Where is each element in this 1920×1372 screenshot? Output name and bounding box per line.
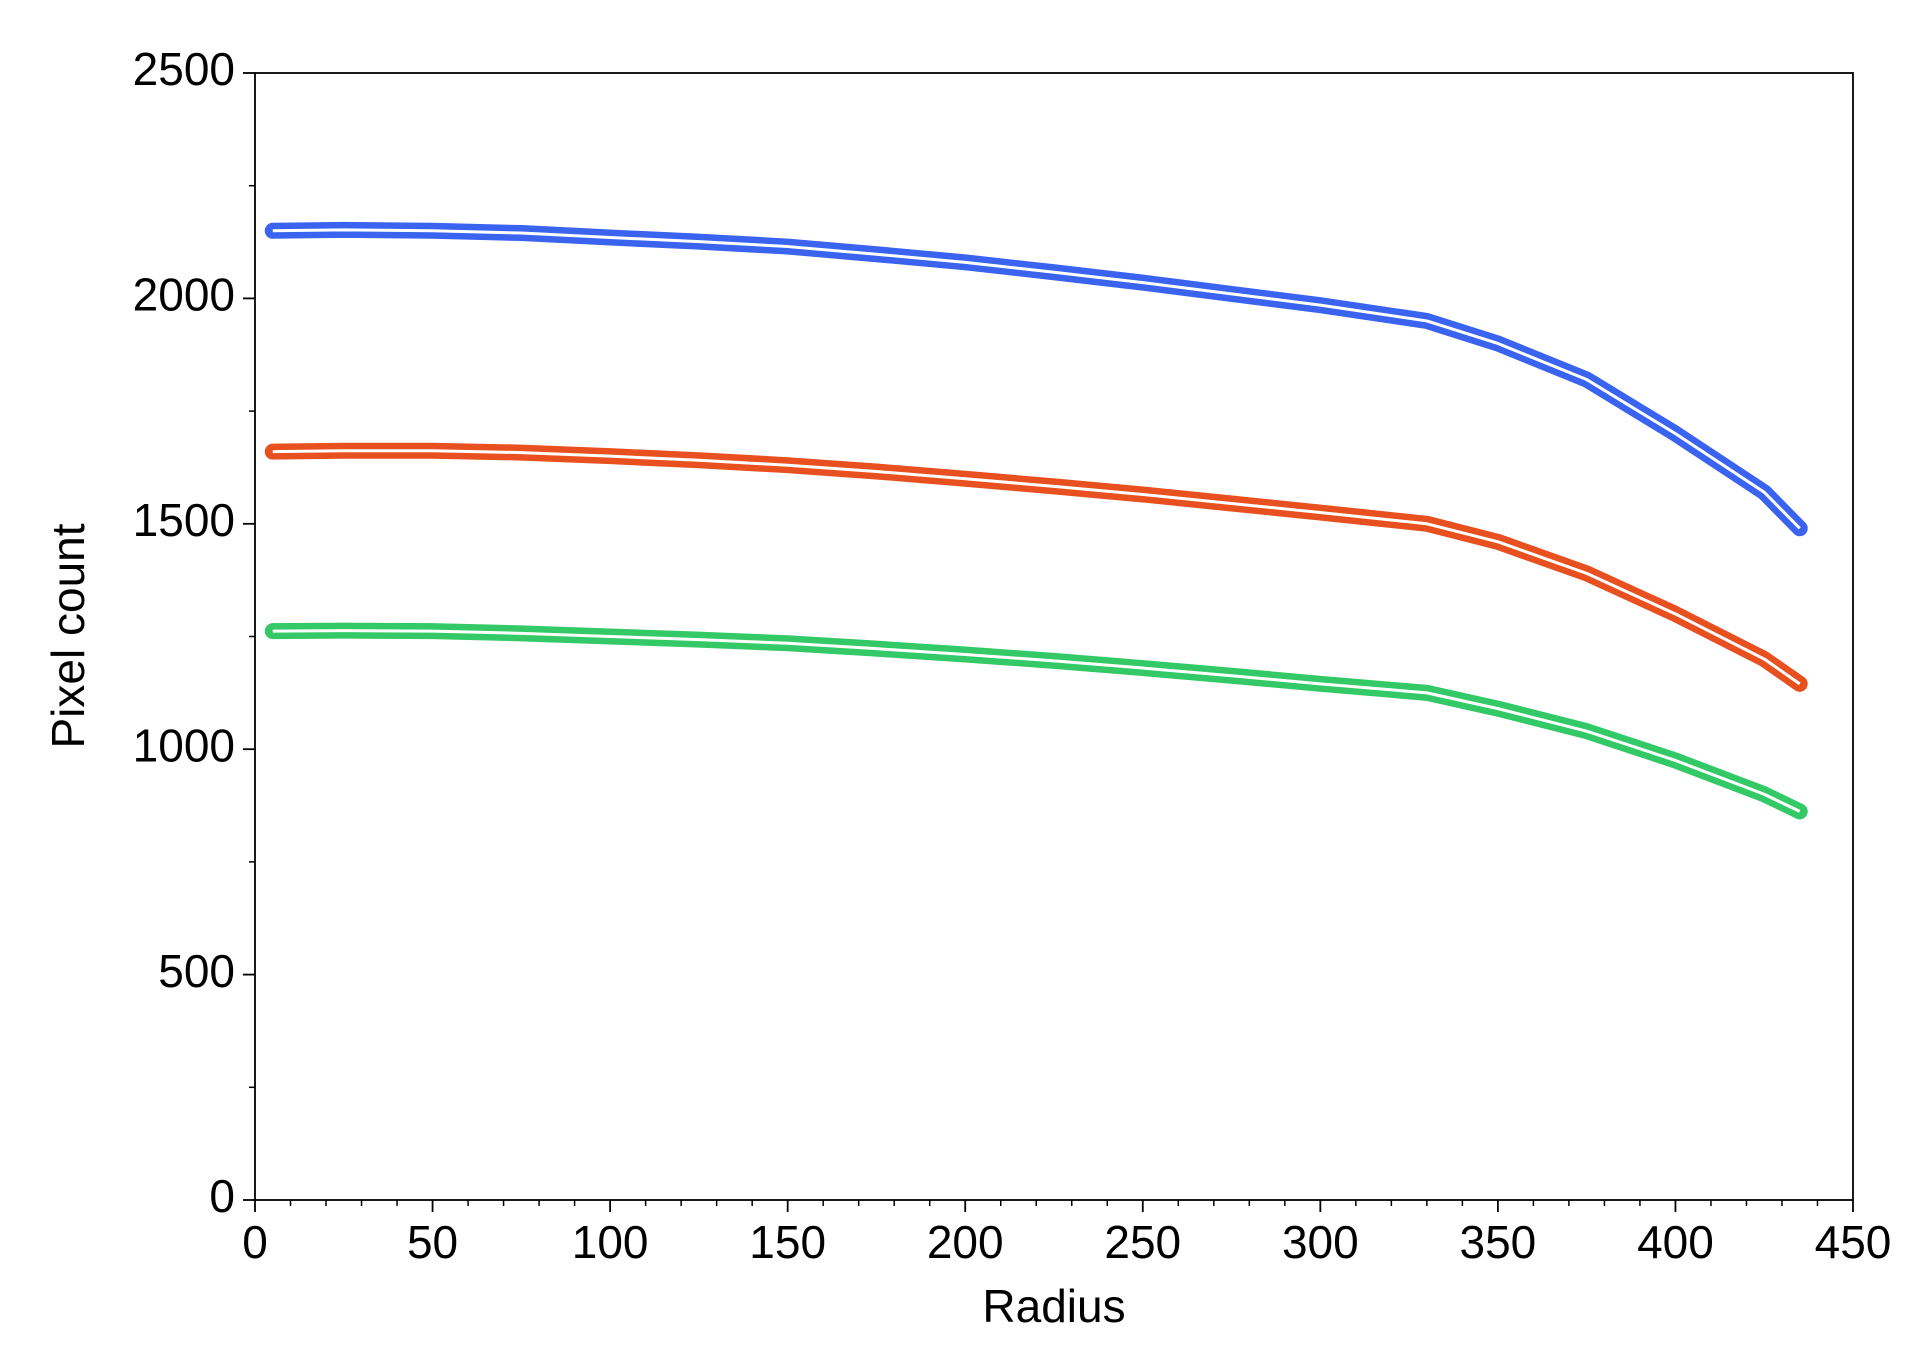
x-tick-label: 250 xyxy=(1104,1216,1181,1268)
series-band xyxy=(264,622,1808,820)
x-tick-label: 100 xyxy=(572,1216,649,1268)
y-axis-label: Pixel count xyxy=(42,523,94,748)
y-tick-label: 1000 xyxy=(133,719,235,771)
y-tick-label: 1500 xyxy=(133,494,235,546)
x-tick-label: 350 xyxy=(1460,1216,1537,1268)
fit-line xyxy=(272,629,1801,813)
y-tick-label: 2500 xyxy=(133,43,235,95)
x-tick-label: 300 xyxy=(1282,1216,1359,1268)
y-tick-label: 500 xyxy=(158,945,235,997)
x-tick-label: 450 xyxy=(1815,1216,1892,1268)
x-tick-label: 0 xyxy=(242,1216,268,1268)
x-tick-label: 150 xyxy=(749,1216,826,1268)
y-tick-label: 2000 xyxy=(133,269,235,321)
fit-line xyxy=(272,449,1801,686)
x-tick-label: 400 xyxy=(1637,1216,1714,1268)
fit-line xyxy=(272,228,1801,530)
y-tick-label: 0 xyxy=(209,1170,235,1222)
x-tick-label: 200 xyxy=(927,1216,1004,1268)
x-tick-label: 50 xyxy=(407,1216,458,1268)
x-axis-label: Radius xyxy=(982,1280,1125,1332)
plot-frame xyxy=(254,72,1854,1201)
